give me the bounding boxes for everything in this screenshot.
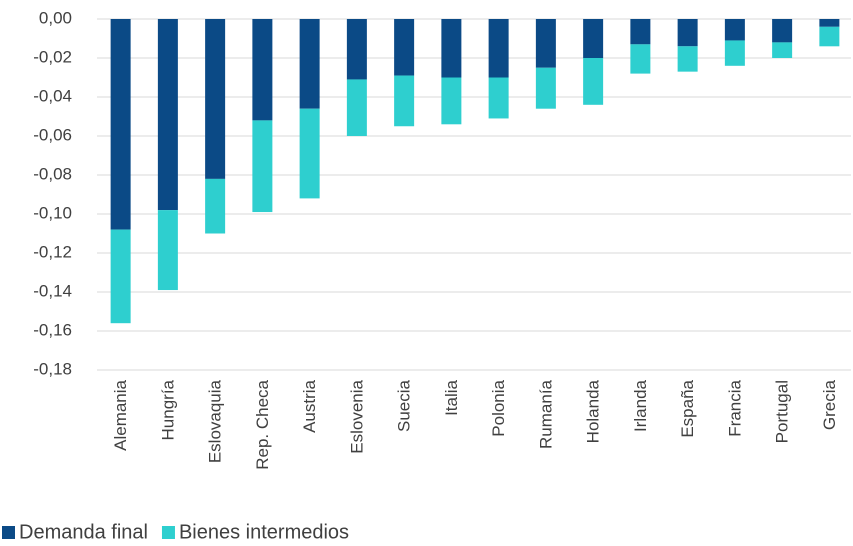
bar xyxy=(394,75,415,127)
bar xyxy=(583,19,604,58)
bar xyxy=(252,120,273,213)
y-tick-label: -0,12 xyxy=(33,242,72,261)
x-tick-label: Suecia xyxy=(395,379,414,432)
y-tick-label: -0,18 xyxy=(33,359,72,378)
x-tick-label: España xyxy=(678,379,697,437)
y-tick-label: 0,00 xyxy=(39,8,72,27)
bar xyxy=(819,26,840,47)
y-tick-label: -0,04 xyxy=(33,86,72,105)
x-tick-label: Rumanía xyxy=(536,379,555,449)
x-tick-label: Rep. Checa xyxy=(253,379,272,469)
x-tick-label: Holanda xyxy=(584,379,603,443)
bar xyxy=(772,42,793,58)
bar xyxy=(157,19,178,211)
legend-swatch xyxy=(2,526,15,539)
bar xyxy=(724,40,745,66)
y-tick-label: -0,14 xyxy=(33,281,72,300)
bar xyxy=(299,19,320,109)
x-tick-label: Eslovaquia xyxy=(206,379,225,463)
y-tick-label: -0,10 xyxy=(33,203,72,222)
x-tick-label: Austria xyxy=(300,379,319,432)
bar xyxy=(441,77,462,125)
bar xyxy=(394,19,415,76)
bar xyxy=(205,19,226,179)
bar xyxy=(677,19,698,47)
bar xyxy=(299,108,320,199)
bar xyxy=(630,44,651,74)
bar xyxy=(252,19,273,121)
bar xyxy=(819,19,840,27)
bar xyxy=(583,58,604,105)
x-tick-label: Eslovenia xyxy=(347,379,366,453)
x-tick-label: Hungría xyxy=(158,379,177,440)
bar xyxy=(724,19,745,41)
bar xyxy=(110,229,131,324)
bar xyxy=(441,19,462,78)
legend-label: Demanda final xyxy=(19,521,148,543)
x-tick-label: Polonia xyxy=(489,379,508,436)
bar xyxy=(346,79,367,136)
x-tick-label: Grecia xyxy=(820,379,839,430)
bar xyxy=(535,19,556,68)
bar xyxy=(346,19,367,80)
legend-swatch xyxy=(161,526,175,539)
y-tick-label: -0,06 xyxy=(33,125,72,144)
bar xyxy=(535,67,556,109)
x-tick-label: Alemania xyxy=(111,379,130,450)
y-tick-label: -0,08 xyxy=(33,164,72,183)
x-tick-label: Irlanda xyxy=(631,379,650,432)
y-tick-label: -0,16 xyxy=(33,320,72,339)
bar xyxy=(110,19,131,230)
bar xyxy=(488,19,509,78)
bar xyxy=(630,19,651,45)
bar xyxy=(772,19,793,43)
bar xyxy=(677,46,698,72)
bar xyxy=(488,77,509,119)
legend-label: Bienes intermedios xyxy=(179,521,349,543)
bar xyxy=(205,178,226,234)
x-tick-label: Portugal xyxy=(773,380,792,443)
x-tick-label: Francia xyxy=(725,379,744,436)
y-tick-label: -0,02 xyxy=(33,47,72,66)
x-tick-label: Italia xyxy=(442,379,461,415)
bar xyxy=(157,210,178,291)
